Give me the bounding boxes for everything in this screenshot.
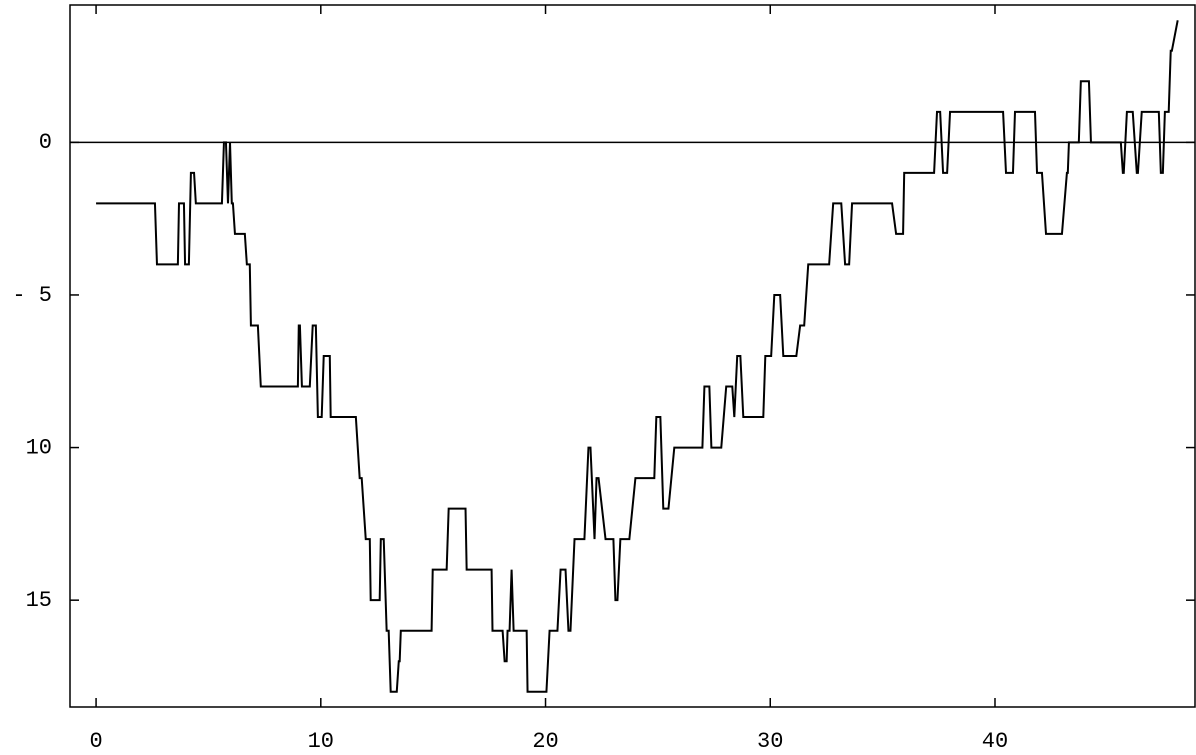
data-line — [96, 20, 1179, 693]
y-tick-label: 15 — [26, 588, 52, 613]
y-tick-label: 10 — [26, 435, 52, 460]
x-tick-label: 20 — [532, 729, 558, 754]
x-tick-label: 10 — [308, 729, 334, 754]
plot-frame — [69, 4, 1196, 708]
x-tick-label: 30 — [757, 729, 783, 754]
x-tick-label: 0 — [89, 729, 102, 754]
y-tick-label: 0 — [39, 130, 52, 155]
y-tick-label: - 5 — [12, 283, 52, 308]
x-tick-label: 40 — [982, 729, 1008, 754]
